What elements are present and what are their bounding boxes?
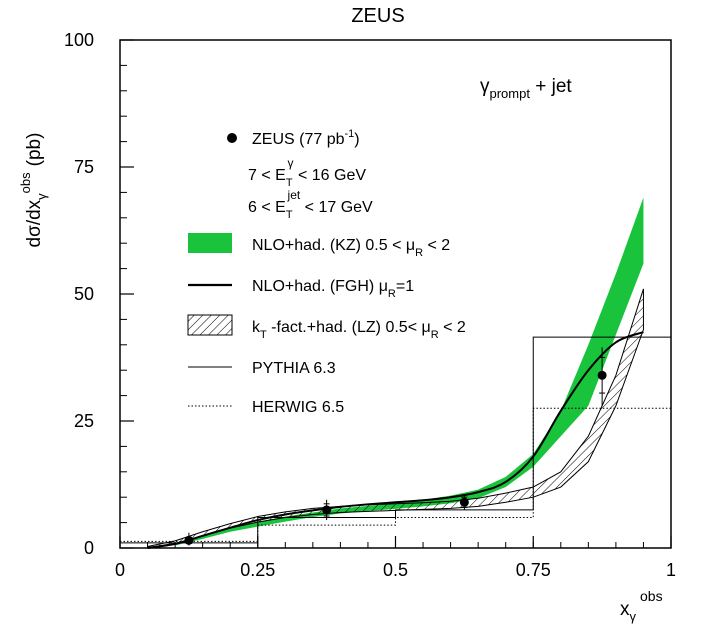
y-tick-label: 75: [74, 157, 94, 177]
x-axis-label: xγobs: [620, 588, 663, 624]
y-tick-label: 100: [64, 30, 94, 50]
x-tick-label: 0.5: [383, 560, 408, 580]
process-label: γprompt + jet: [480, 76, 572, 101]
herwig-histogram: [120, 407, 671, 542]
axis-ticks: 0 0.25 0.5 0.75 1 0 25 50 75 100: [64, 30, 676, 580]
y-axis-label: dσ/dxγobs(pb): [18, 133, 49, 248]
legend-kz-swatch: [188, 233, 232, 253]
legend-herwig-label: HERWIG 6.5: [252, 399, 344, 416]
y-tick-label: 0: [84, 538, 94, 558]
x-tick-label: 1: [666, 560, 676, 580]
cut-jet-et: 6 < ETjet < 17 GeV: [248, 188, 373, 221]
chart-title: ZEUS: [351, 5, 404, 27]
data-point: [459, 497, 469, 507]
fgh-curve: [147, 331, 644, 549]
data-point: [184, 535, 194, 545]
y-tick-label: 50: [74, 284, 94, 304]
y-tick-label: 25: [74, 411, 94, 431]
x-tick-label: 0.75: [516, 560, 551, 580]
lz-hatched-band: [147, 288, 644, 549]
x-tick-label: 0: [115, 560, 125, 580]
legend-lz-label: kT -fact.+had. (LZ) 0.5< μR < 2: [252, 319, 466, 341]
legend-kz-label: NLO+had. (KZ) 0.5 < μR < 2: [252, 237, 450, 259]
data-point: [597, 370, 607, 380]
legend-data-label: ZEUS (77 pb-1): [252, 128, 360, 148]
legend-fgh-label: NLO+had. (FGH) μR=1: [252, 278, 414, 300]
legend-data-marker: [227, 133, 237, 143]
data-point: [322, 505, 332, 515]
legend-lz-swatch: [187, 314, 233, 336]
cut-photon-et: 7 < ETγ < 16 GeV: [248, 156, 366, 189]
x-tick-label: 0.25: [240, 560, 275, 580]
legend-pythia-label: PYTHIA 6.3: [252, 360, 336, 377]
